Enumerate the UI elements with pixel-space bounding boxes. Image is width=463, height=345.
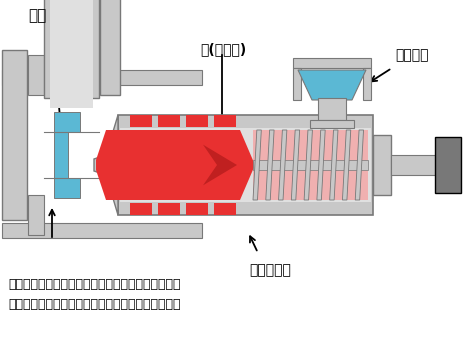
- Bar: [213, 115, 236, 127]
- Bar: [186, 115, 207, 127]
- Bar: [292, 58, 370, 68]
- Bar: [252, 160, 367, 170]
- Text: ホッパー: ホッパー: [394, 48, 427, 62]
- Polygon shape: [355, 130, 363, 200]
- Bar: [434, 137, 460, 193]
- Polygon shape: [54, 112, 80, 198]
- Bar: [292, 68, 300, 100]
- Bar: [120, 128, 370, 202]
- Polygon shape: [252, 130, 261, 200]
- Polygon shape: [94, 115, 118, 215]
- Polygon shape: [297, 70, 365, 100]
- Bar: [28, 55, 44, 95]
- Bar: [158, 203, 180, 215]
- Polygon shape: [303, 130, 312, 200]
- Bar: [362, 68, 370, 100]
- Bar: [309, 120, 353, 128]
- Polygon shape: [278, 130, 286, 200]
- Polygon shape: [291, 130, 299, 200]
- Bar: [186, 203, 207, 215]
- Bar: [28, 195, 44, 235]
- Bar: [44, 0, 99, 98]
- Bar: [130, 115, 152, 127]
- Polygon shape: [96, 130, 255, 200]
- Bar: [252, 130, 367, 200]
- Bar: [372, 135, 390, 195]
- Polygon shape: [316, 130, 325, 200]
- Text: 金型: 金型: [28, 8, 46, 23]
- Polygon shape: [203, 145, 237, 185]
- Text: シリンダー: シリンダー: [249, 263, 290, 277]
- Polygon shape: [342, 130, 350, 200]
- Bar: [2, 70, 201, 85]
- Bar: [2, 223, 201, 238]
- Polygon shape: [265, 130, 274, 200]
- Bar: [100, 0, 120, 95]
- Bar: [158, 115, 180, 127]
- Bar: [2, 50, 27, 220]
- Bar: [50, 0, 93, 108]
- Polygon shape: [329, 130, 337, 200]
- Text: 樹脂を加熱・融解させ均一に混ぜて作った原材料を: 樹脂を加熱・融解させ均一に混ぜて作った原材料を: [8, 278, 180, 291]
- Bar: [213, 203, 236, 215]
- Bar: [130, 203, 152, 215]
- Bar: [390, 155, 450, 175]
- Bar: [317, 98, 345, 120]
- Text: 金型の中に流し込み、一定時間冷却し、固めて成形: 金型の中に流し込み、一定時間冷却し、固めて成形: [8, 298, 180, 311]
- Text: 油(オイル): 油(オイル): [200, 42, 246, 56]
- Bar: [118, 115, 372, 215]
